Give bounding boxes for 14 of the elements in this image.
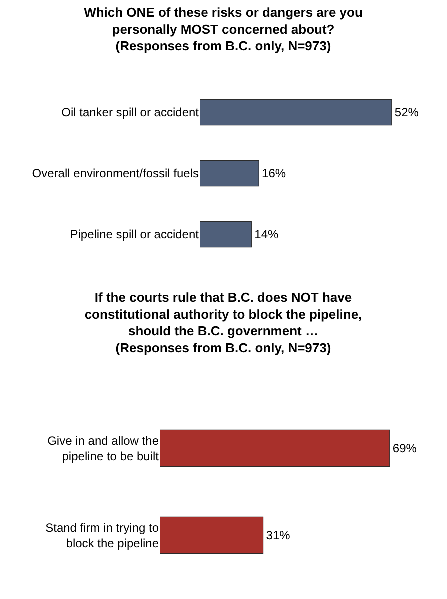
data-label: 16% [262,166,286,180]
chart-title: Which ONE of these risks or dangers are you personally MOST concerned about? [84,4,363,37]
chart-title: If the courts rule that B.C. does NOT have constitutional authority to block the pipeline, should the B.C. government … [84,290,362,339]
y-tick-label: Give in and allow the pipeline to be built [48,434,160,464]
y-tick-label: Stand firm in trying to block the pipeline [46,520,160,550]
chart-subtitle: (Responses from B.C. only, N=973) [116,340,332,356]
data-label: 69% [392,442,418,456]
data-label: 52% [394,106,420,120]
y-tick-label: Pipeline spill or accident [70,228,200,242]
y-tick-label: Overall environment/fossil fuels [32,166,199,181]
chart-subtitle: (Responses from B.C. only, N=973) [116,38,332,54]
data-label: 31% [266,528,291,542]
y-tick-label: Oil tanker spill or accident [62,106,200,120]
data-label: 14% [254,228,280,242]
